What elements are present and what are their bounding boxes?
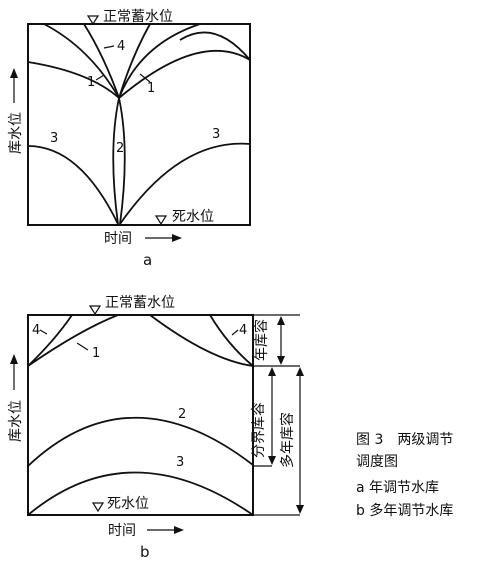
label-3-left-a: 3 [50,131,58,146]
annual-storage-label: 年库容 [253,319,270,361]
multiyear-storage-arrow-bottom [296,505,304,514]
curve-3-right-a [119,142,251,225]
leader-4-right-b [231,329,239,336]
label-2-a: 2 [116,141,124,156]
leader-4-a [103,45,115,49]
curve-3-b [27,471,254,516]
legend-item-b: b 多年调节水库 [356,502,453,519]
multiyear-storage-arrow-top [296,367,304,376]
label-4-left-b: 4 [32,323,40,338]
x-axis-arrow-head-a [172,234,182,242]
leader-1-left-a [95,74,105,81]
curve-2-b [27,416,254,467]
curve-2-right-a [118,97,126,225]
label-1-right-a: 1 [147,81,155,96]
x-axis-label-b: 时间 [108,523,136,539]
curve-4-inner-left-a [83,23,120,99]
curve-4-inner-right-a [118,23,151,99]
y-axis-label-a: 库水位 [8,112,24,154]
curve-4-left-a [43,23,120,99]
curve-2-left-a [112,97,120,225]
legend-title-line2: 调度图 [356,454,398,470]
multiyear-storage-label: 多年库容 [279,412,296,468]
label-1-b: 1 [92,346,100,361]
boundary-storage-arrow-bottom [268,456,276,465]
curve-1-left-b [27,314,119,367]
caption-a: a [143,251,152,269]
leader-1-right-a [139,73,151,83]
curve-1-right-b [149,314,254,367]
dead-level-label-b: 死水位 [107,496,149,512]
figure-legend: 图 3 两级调节 调度图 a 年调节水库 b 多年调节水库 [356,432,453,519]
y-axis-arrow-head-b [10,354,18,364]
diagram-b: 正常蓄水位 4 1 2 3 4 死水位 库水位 时间 b [8,295,304,561]
normal-level-label-b: 正常蓄水位 [105,295,175,311]
normal-level-marker-b [88,305,102,316]
diagram-a-frame [27,23,251,226]
y-axis-arrow-head-a [10,68,18,78]
diagram-a: 正常蓄水位 4 1 1 2 3 3 死水位 库水位 [8,9,251,269]
curve-1-left-a [27,61,120,99]
boundary-storage-label: 分界库容 [250,402,267,458]
label-3-b: 3 [176,455,184,470]
dead-level-label-a: 死水位 [172,209,214,225]
curve-1-right-a [118,49,251,99]
curve-4-right-a [118,23,201,99]
label-2-b: 2 [178,407,186,422]
label-4-right-b: 4 [239,323,247,338]
label-3-right-a: 3 [212,127,220,142]
legend-title-line1: 图 3 两级调节 [356,432,453,448]
normal-level-label-a: 正常蓄水位 [103,9,173,25]
boundary-storage-arrow-top [268,367,276,376]
annual-storage-arrow-top [277,316,285,325]
caption-b: b [140,543,150,561]
curve-3-left-a [27,145,119,225]
label-1-left-a: 1 [87,75,95,90]
leader-1-b [76,342,89,351]
x-axis-arrow-head-b [174,526,184,534]
curve-4-left-b [27,314,73,367]
label-4-a: 4 [117,39,125,54]
curve-1-top-right-a [179,31,251,61]
y-axis-label-b: 库水位 [8,400,24,442]
annual-storage-arrow-bottom [277,356,285,365]
legend-item-a: a 年调节水库 [356,480,439,496]
normal-level-marker-a [86,15,100,26]
leader-4-left-b [39,329,48,335]
x-axis-label-a: 时间 [104,231,132,247]
curve-4-right-b [209,314,254,367]
dead-level-marker-a [154,215,168,226]
dead-level-marker-b [91,502,105,513]
diagram-b-frame [27,314,254,516]
